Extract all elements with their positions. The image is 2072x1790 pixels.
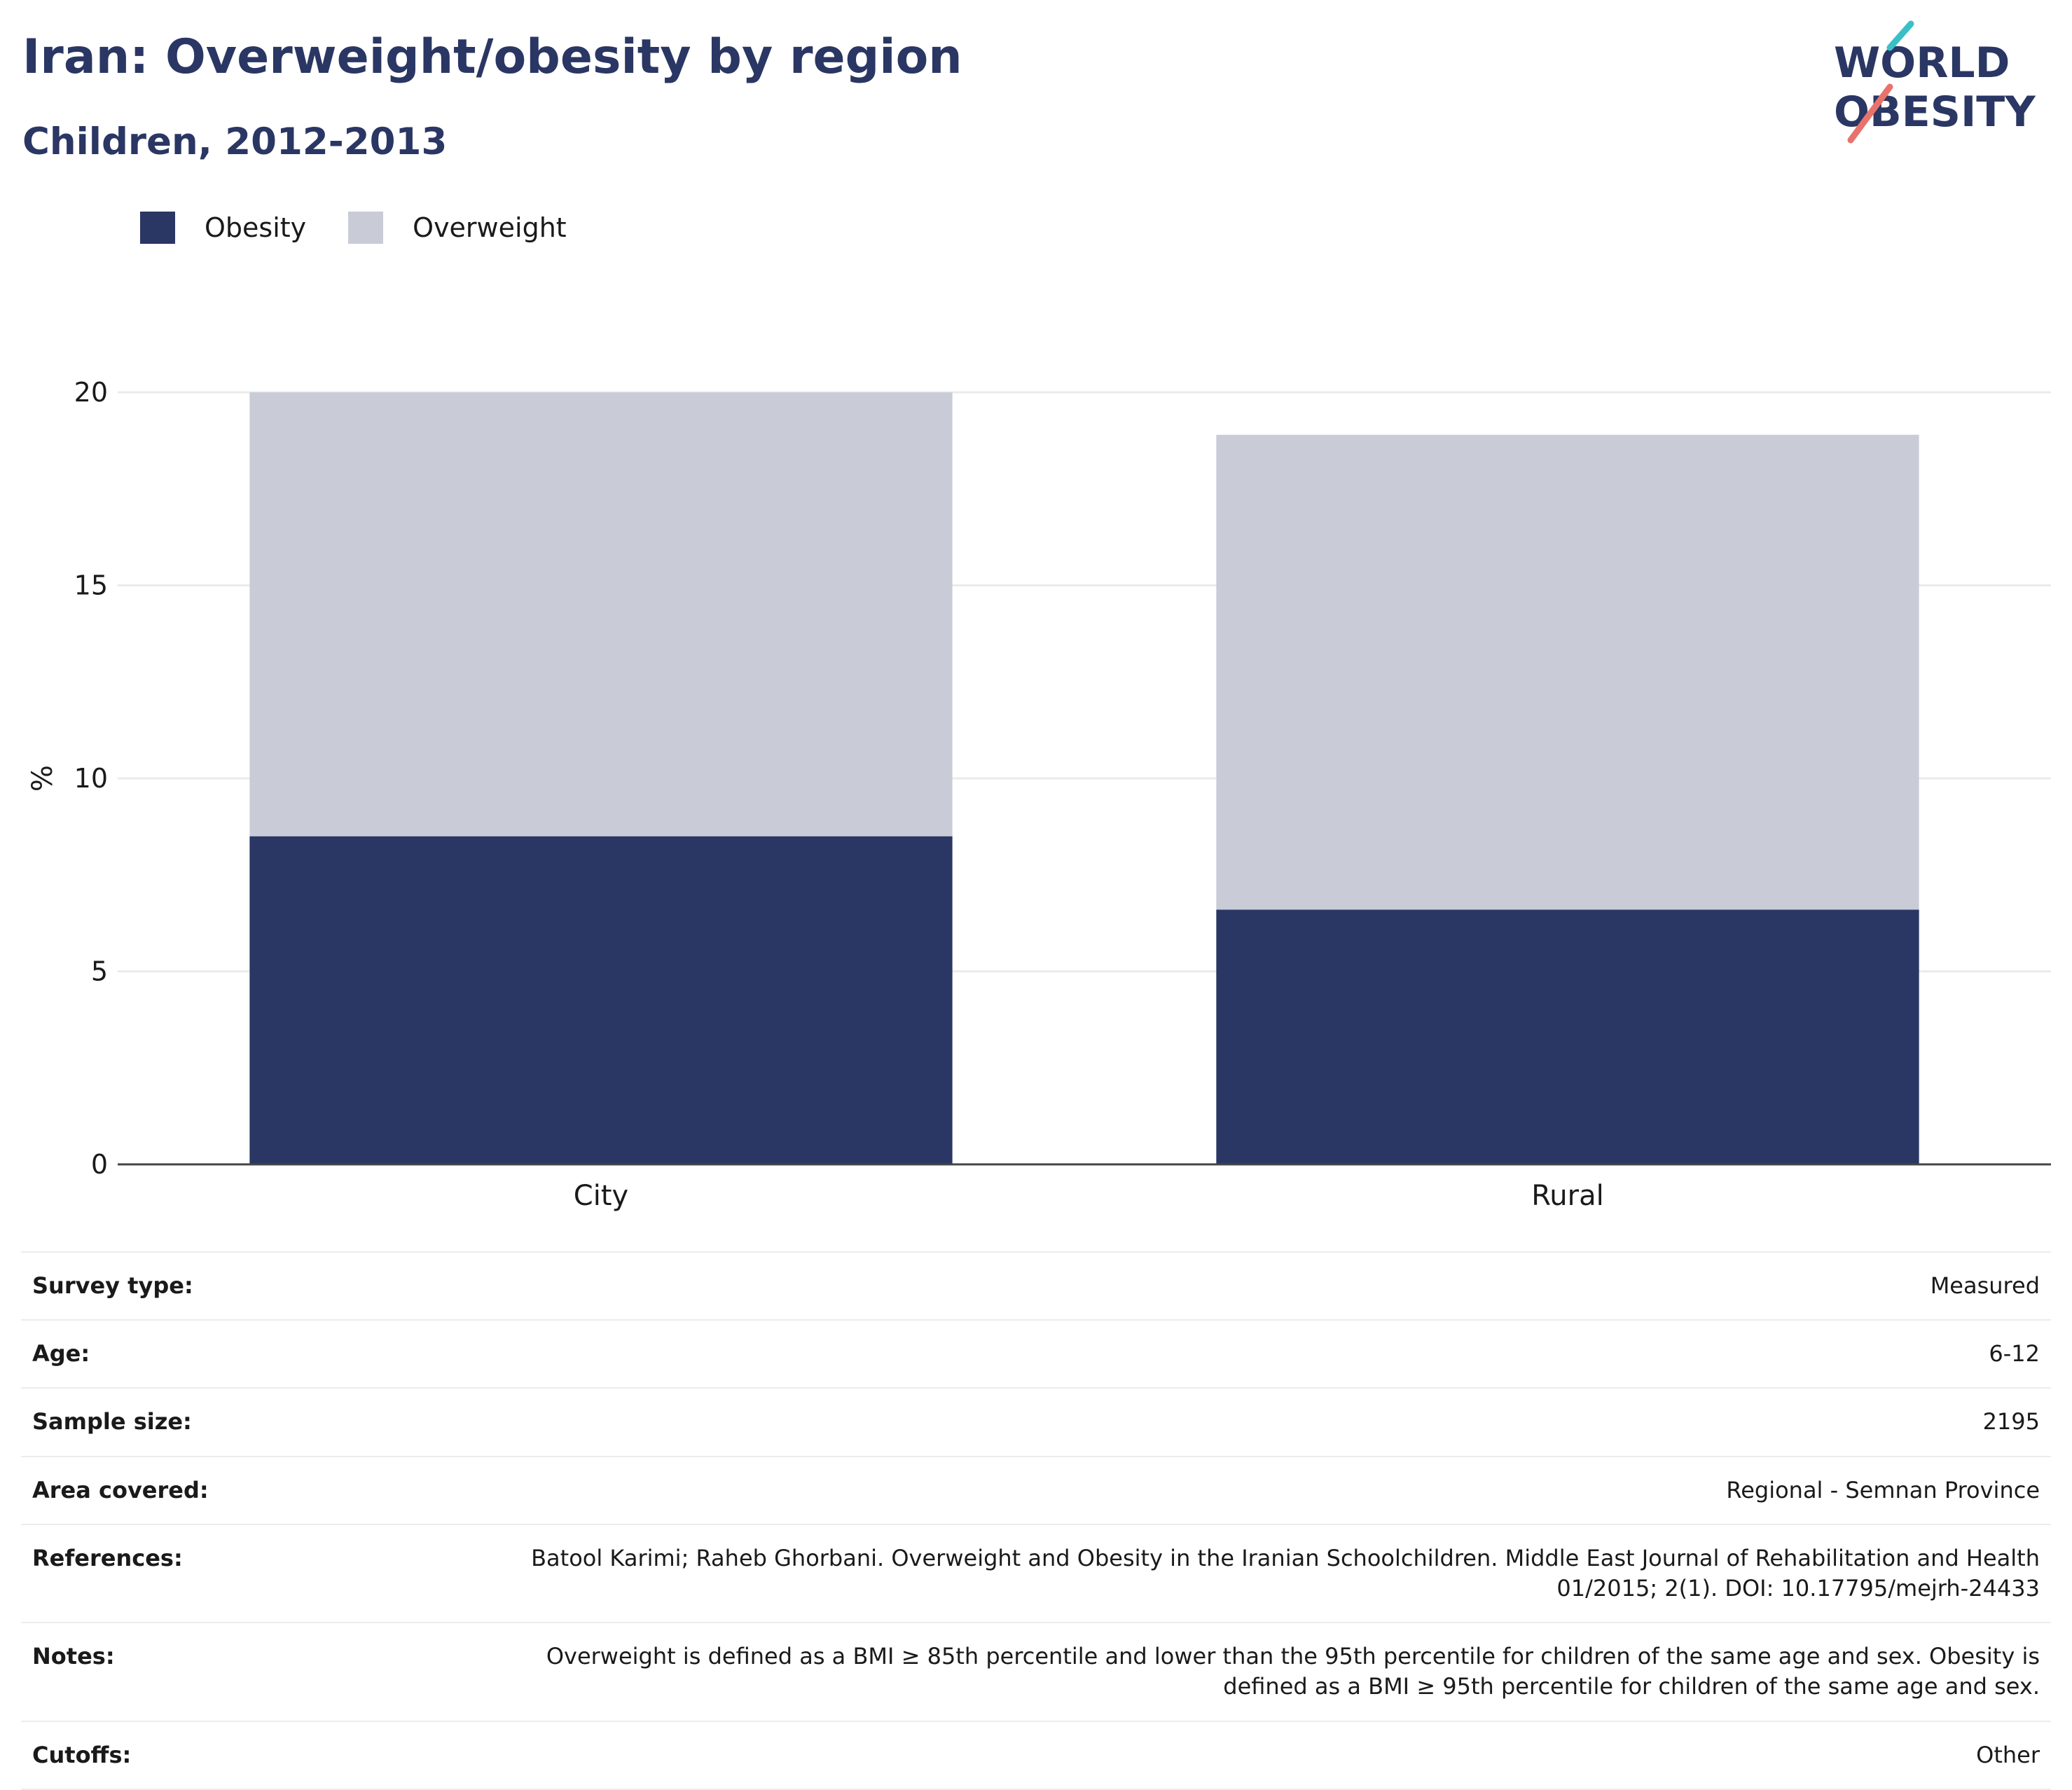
- info-row-value: Regional - Semnan Province: [408, 1455, 2051, 1525]
- page-subtitle: Children, 2012-2013: [22, 121, 448, 163]
- info-row-value: Other: [408, 1720, 2051, 1790]
- info-row-value: Measured: [408, 1251, 2051, 1321]
- survey-info-table: Survey type: Measured Age: 6-12 Sample size:…: [21, 1251, 2051, 1790]
- legend-swatch-obesity: [140, 212, 175, 244]
- info-row-value: Batool Karimi; Raheb Ghorbani. Overweigh…: [408, 1523, 2051, 1624]
- info-row: Age: 6-12: [21, 1319, 2051, 1389]
- info-row-label: Cutoffs:: [21, 1720, 408, 1790]
- y-tick-label: 0: [91, 1149, 108, 1180]
- info-row-label: References:: [21, 1523, 408, 1624]
- legend-item-obesity[interactable]: Obesity: [140, 212, 306, 244]
- info-row-label: Notes:: [21, 1622, 408, 1722]
- info-row-value: 2195: [408, 1387, 2051, 1457]
- stacked-bar-chart: 0 5 10 15 20% City Rural: [27, 377, 2051, 1212]
- y-tick-label: 20: [74, 377, 108, 408]
- page-title: Iran: Overweight/obesity by region: [22, 29, 962, 85]
- bar-overweight-rural: [1216, 434, 1919, 910]
- info-row-label: Area covered:: [21, 1455, 408, 1525]
- logo-slash-coral: [1847, 83, 1893, 144]
- info-row: Notes: Overweight is defined as a BMI ≥ 8…: [21, 1622, 2051, 1722]
- y-tick-label: 15: [74, 570, 108, 601]
- logo-line-1: WORLD: [1834, 39, 2010, 88]
- legend-label-overweight: Overweight: [413, 212, 567, 243]
- info-row: References: Batool Karimi; Raheb Ghorbani…: [21, 1523, 2051, 1624]
- y-tick-label: 10: [74, 763, 108, 794]
- info-row: Area covered: Regional - Semnan Province: [21, 1455, 2051, 1525]
- bar-obesity-rural: [1216, 909, 1919, 1164]
- bar-obesity-city: [249, 836, 953, 1164]
- info-row-value: Overweight is defined as a BMI ≥ 85th pe…: [408, 1622, 2051, 1722]
- logo-slash-teal: [1886, 20, 1914, 51]
- legend-swatch-overweight: [348, 212, 384, 244]
- legend-item-overweight[interactable]: Overweight: [348, 212, 567, 244]
- info-row-value: 6-12: [408, 1319, 2051, 1389]
- y-tick-label: 5: [91, 956, 108, 987]
- info-row: Cutoffs: Other: [21, 1720, 2051, 1790]
- x-tick-label: City: [574, 1180, 628, 1212]
- info-row-label: Survey type:: [21, 1251, 408, 1321]
- legend-label-obesity: Obesity: [205, 212, 307, 243]
- world-obesity-logo: WORLD OBESITY: [1834, 20, 2036, 144]
- logo-line-2: OBESITY: [1834, 88, 2036, 137]
- bar-overweight-city: [249, 392, 953, 837]
- info-row-label: Age:: [21, 1319, 408, 1389]
- info-row: Survey type: Measured: [21, 1251, 2051, 1321]
- chart-legend: Obesity Overweight: [140, 209, 609, 247]
- info-row: Sample size: 2195: [21, 1387, 2051, 1457]
- x-tick-label: Rural: [1531, 1180, 1603, 1212]
- y-axis-label: %: [27, 765, 59, 792]
- info-row-label: Sample size:: [21, 1387, 408, 1457]
